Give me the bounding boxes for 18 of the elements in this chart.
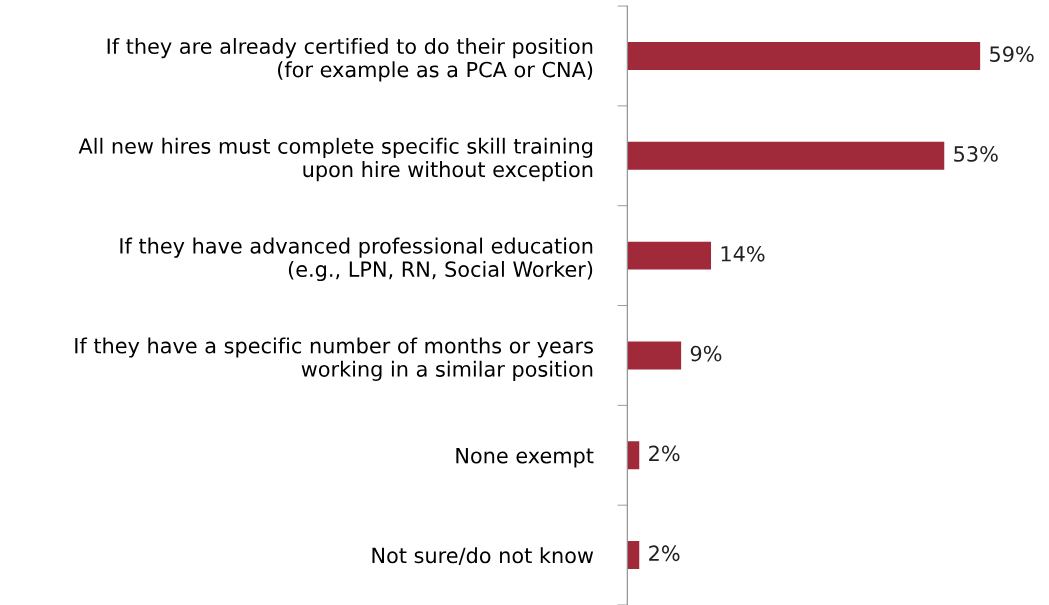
data-label: 2% — [649, 445, 680, 462]
data-label: 59% — [990, 46, 1034, 63]
data-label: 14% — [721, 245, 765, 262]
y-tick-label: If they have advanced professional education (e.g., LPN, RN, Social Worker) — [120, 237, 593, 282]
bar — [627, 241, 712, 270]
bar — [627, 341, 682, 370]
y-tick-label: All new hires must complete specific skill training upon hire without exception — [78, 137, 593, 182]
data-label: 53% — [954, 146, 998, 162]
y-tick-label: None exempt — [456, 447, 594, 468]
data-label: 2% — [649, 545, 680, 562]
y-tick-label: If they have a specific number of months or years working in a similar position — [75, 337, 593, 381]
y-tick-label: If they are already certified to do their position (for example as a PCA or CNA) — [107, 37, 593, 82]
bar — [627, 441, 640, 470]
y-tick-label: Not sure/do not know — [372, 547, 594, 565]
data-label: 9% — [690, 345, 722, 362]
bar — [627, 41, 981, 70]
bar — [627, 541, 640, 570]
bar — [627, 141, 945, 170]
